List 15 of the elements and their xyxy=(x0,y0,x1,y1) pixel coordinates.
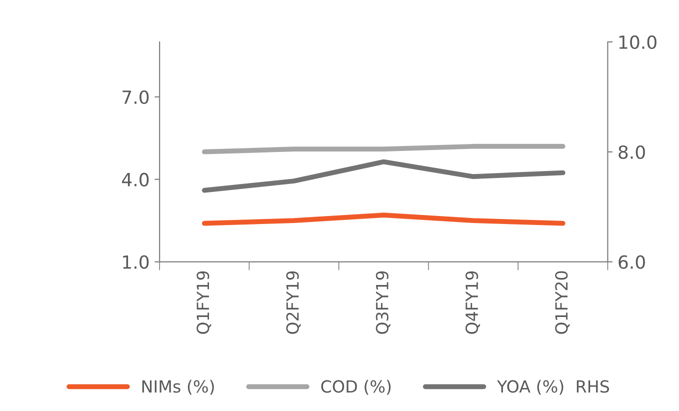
y2-tick-label: 6.0 xyxy=(618,255,645,269)
y-tick-label: 4.0 xyxy=(122,172,149,186)
x-tick-label: Q4FY19 xyxy=(465,271,480,334)
y-tick-label: 7.0 xyxy=(122,90,149,104)
y-tick-label: 1.0 xyxy=(123,255,149,269)
y2-tick-label: 10.0 xyxy=(619,35,656,50)
legend-label: NIMs (%) xyxy=(142,380,214,395)
x-tick-label: Q1FY19 xyxy=(196,271,212,334)
legend-label: COD (%) xyxy=(321,380,391,395)
line-series xyxy=(202,159,566,193)
x-tick-label: Q1FY20 xyxy=(555,271,570,334)
x-tick-label: Q3FY19 xyxy=(376,271,390,334)
x-tick-label: Q2FY19 xyxy=(286,271,301,334)
y2-tick-label: 8.0 xyxy=(618,145,645,159)
legend-label: YOA (%) RHS xyxy=(496,380,610,395)
